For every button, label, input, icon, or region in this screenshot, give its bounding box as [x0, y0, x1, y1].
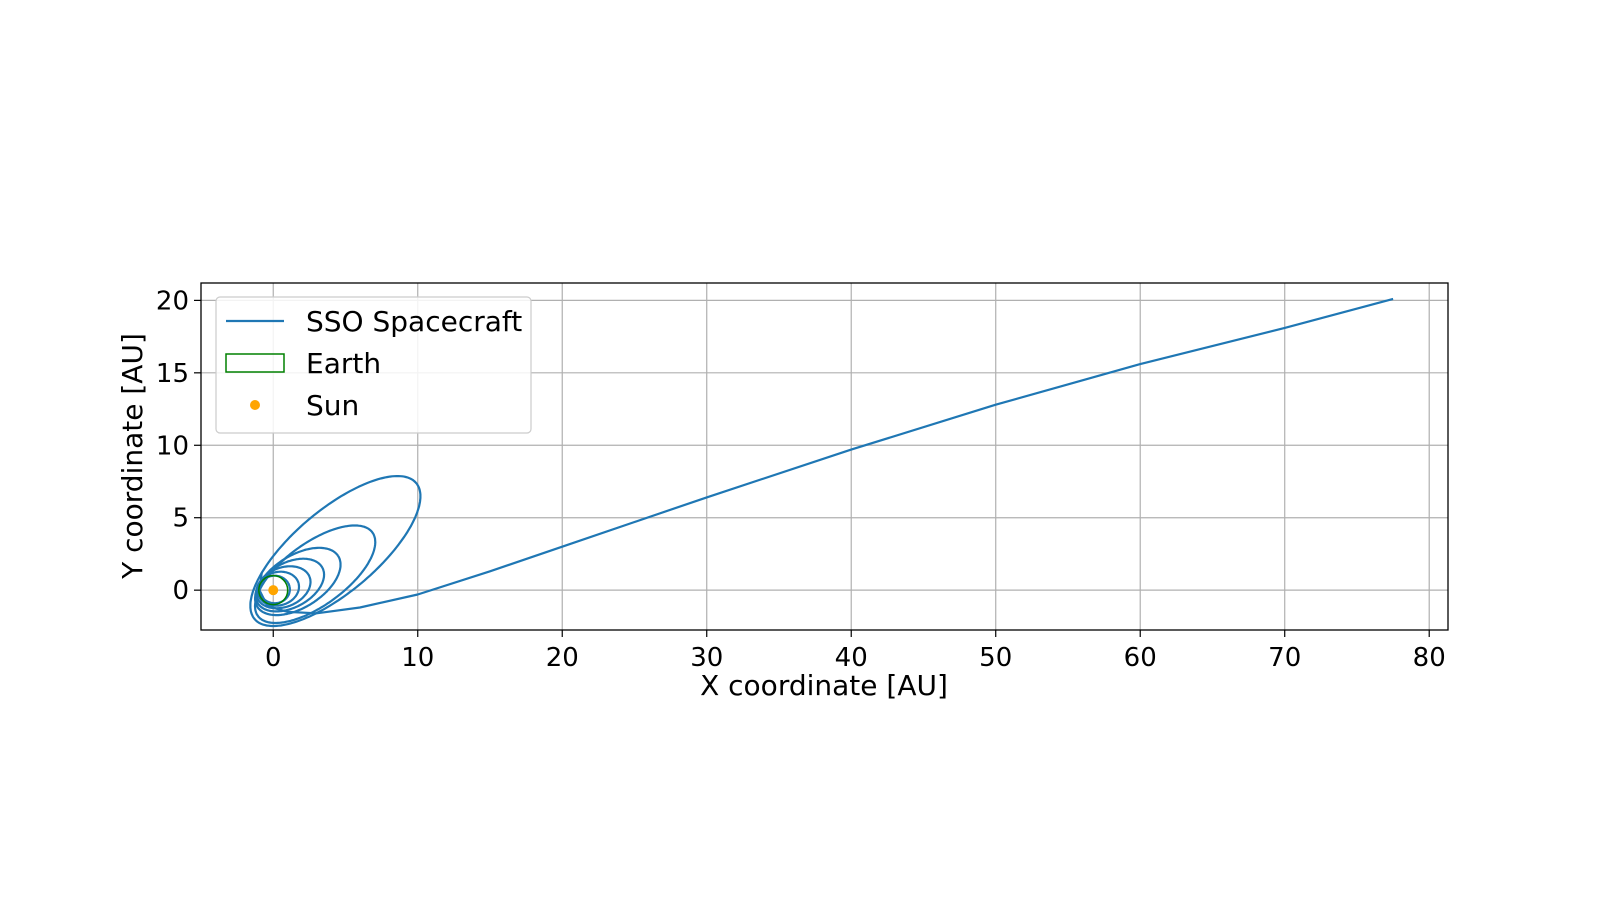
legend-entry: Earth — [225, 347, 381, 380]
x-tick-label: 10 — [401, 643, 434, 673]
legend-entry: Sun — [250, 389, 359, 422]
x-tick-label: 0 — [265, 643, 282, 673]
legend-label: Sun — [306, 389, 359, 422]
x-axis-label: X coordinate [AU] — [700, 669, 948, 702]
y-ticks: 0 5 10 15 20 — [156, 286, 201, 606]
plot-data — [249, 297, 1394, 628]
x-tick-label: 60 — [1124, 643, 1157, 673]
x-ticks: 0 10 20 30 40 50 60 70 80 — [265, 630, 1446, 673]
sun-marker — [268, 585, 279, 596]
trajectory-loop — [254, 546, 342, 617]
y-axis-label: Y coordinate [AU] — [116, 333, 149, 580]
legend-box — [215, 296, 532, 434]
legend-dot-swatch — [250, 400, 260, 410]
trajectory-loop — [249, 475, 422, 628]
series-sso-spacecraft — [249, 297, 1394, 628]
trajectory-loop — [254, 557, 326, 613]
y-tick-label: 15 — [156, 359, 189, 389]
legend: SSO Spacecraft Earth Sun — [215, 296, 532, 434]
x-tick-label: 70 — [1268, 643, 1301, 673]
x-tick-label: 50 — [979, 643, 1012, 673]
legend-rect-swatch — [225, 353, 285, 373]
x-tick-label: 30 — [690, 643, 723, 673]
legend-label: SSO Spacecraft — [306, 305, 522, 338]
x-tick-label: 20 — [546, 643, 579, 673]
earth-orbit — [258, 574, 289, 606]
plot-frame — [200, 282, 1449, 631]
y-tick-label: 0 — [172, 576, 189, 606]
x-tick-label: 40 — [835, 643, 868, 673]
legend-label: Earth — [306, 347, 381, 380]
y-tick-label: 5 — [172, 504, 189, 534]
trajectory-loop — [253, 524, 377, 625]
y-tick-label: 10 — [156, 431, 189, 461]
legend-entry: SSO Spacecraft — [226, 305, 522, 338]
trajectory-escape-path — [258, 297, 1394, 615]
x-tick-label: 80 — [1413, 643, 1446, 673]
y-tick-label: 20 — [156, 286, 189, 316]
